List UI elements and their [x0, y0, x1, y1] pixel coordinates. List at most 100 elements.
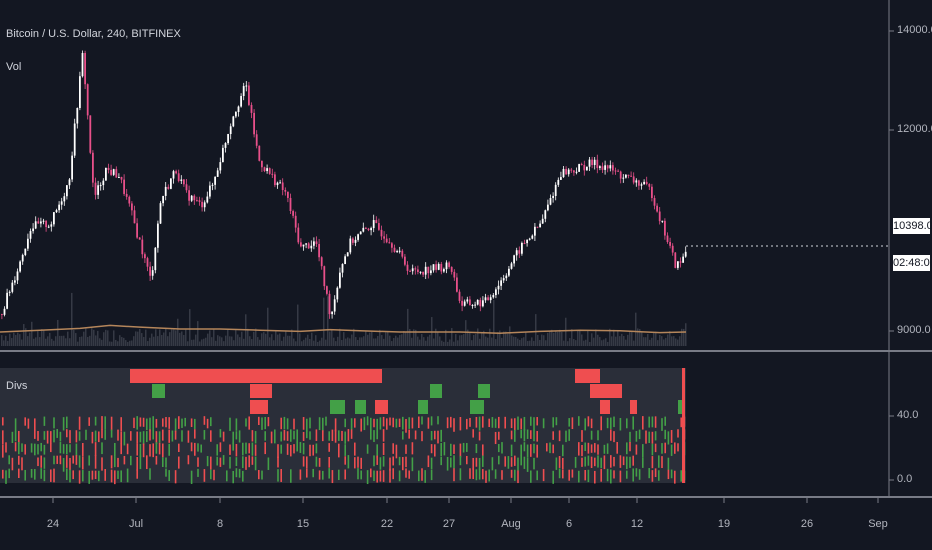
volume-bar — [45, 338, 47, 346]
volume-bar — [655, 331, 657, 346]
divergence-tick — [72, 470, 74, 480]
divergence-tick — [373, 455, 375, 467]
candle-body — [476, 299, 479, 305]
divergence-tick — [299, 469, 302, 480]
volume-bar — [135, 331, 137, 346]
divergence-tick — [178, 443, 180, 452]
candle-body — [365, 227, 367, 229]
volume-bar — [249, 336, 251, 346]
candle-body — [463, 301, 466, 306]
divergence-tick — [645, 430, 647, 444]
divergence-tick — [482, 416, 484, 428]
divergence-tick — [453, 444, 455, 454]
volume-bar — [93, 329, 95, 346]
divergence-tick — [315, 443, 318, 454]
divergence-tick — [446, 456, 449, 471]
divergence-tick — [386, 418, 388, 430]
divergence-tick — [667, 457, 670, 471]
candle-body — [604, 165, 606, 170]
volume-bar — [539, 339, 541, 346]
candle-body — [203, 202, 206, 208]
divergence-tick — [101, 429, 103, 439]
divergence-tick — [610, 455, 612, 468]
candle-body — [562, 168, 565, 178]
divergence-tick — [110, 455, 113, 469]
divergence-tick — [360, 457, 362, 469]
candle-body — [440, 263, 443, 272]
divergence-tick — [299, 442, 302, 453]
volume-bar — [341, 339, 343, 346]
candle-body — [341, 264, 344, 273]
volume-bar — [57, 319, 59, 346]
volume-bar — [625, 339, 627, 346]
divergence-tick — [290, 429, 292, 442]
divergence-tick — [622, 456, 625, 466]
volume-bar — [167, 336, 169, 346]
candle-body — [534, 226, 536, 236]
divergence-tick — [56, 429, 58, 438]
volume-bar — [493, 299, 495, 346]
candle-body — [331, 311, 333, 315]
volume-bar — [247, 328, 249, 346]
divergence-tick — [306, 418, 308, 432]
divergence-tick — [667, 469, 670, 480]
divergence-tick — [651, 431, 654, 444]
volume-bar — [593, 337, 595, 346]
divergence-tick — [91, 431, 94, 444]
volume-bar — [611, 336, 613, 346]
divergence-tick — [347, 429, 350, 442]
volume-bar — [31, 321, 33, 346]
divergence-tick — [331, 429, 334, 442]
divergence-tick — [354, 442, 356, 456]
candle-body — [138, 237, 141, 240]
candle-body — [391, 243, 393, 248]
divergence-tick — [376, 455, 378, 465]
volume-bar — [517, 338, 519, 346]
divergence-tick — [280, 469, 282, 482]
volume-bar — [35, 337, 37, 346]
divergence-tick — [514, 418, 516, 431]
divergence-tick — [533, 417, 535, 430]
divergence-tick — [418, 470, 420, 482]
divergence-tick — [142, 431, 145, 445]
volume-bar — [505, 331, 507, 346]
candle-body — [107, 167, 110, 170]
divergence-tick — [322, 417, 324, 432]
candle-body — [567, 169, 570, 175]
divergence-tick — [514, 469, 516, 481]
volume-bar — [53, 340, 55, 346]
divergence-tick — [510, 444, 513, 457]
volume-bar — [59, 335, 61, 346]
divergence-tick — [277, 444, 279, 459]
candle-body — [640, 184, 643, 186]
volume-label[interactable]: Vol — [6, 61, 22, 73]
candle-body — [284, 190, 287, 192]
indicator-name[interactable]: Divs — [6, 380, 28, 392]
divergence-tick — [34, 418, 36, 431]
divergence-tick — [466, 455, 468, 465]
divergence-tick — [139, 443, 142, 458]
divergence-tick — [2, 430, 4, 445]
candle-body — [495, 289, 497, 296]
candle-body — [300, 242, 302, 247]
divergence-tick — [11, 457, 14, 471]
divergence-tick — [267, 457, 270, 470]
divergence-tick — [597, 430, 599, 441]
divergence-tick — [235, 468, 238, 478]
divergence-tick — [158, 442, 161, 455]
volume-bar — [347, 337, 349, 346]
volume-bar — [585, 339, 587, 346]
divergence-tick — [677, 443, 679, 452]
symbol-title[interactable]: Bitcoin / U.S. Dollar, 240, BITFINEX — [6, 28, 181, 40]
divergence-tick — [562, 457, 564, 470]
candle-body — [664, 220, 666, 236]
divergence-tick — [354, 418, 356, 428]
divergence-tick — [392, 456, 394, 466]
divergence-tick — [184, 417, 186, 427]
candle-body — [71, 155, 73, 180]
divergence-tick — [59, 431, 62, 442]
divergence-tick — [203, 430, 206, 440]
volume-bar — [37, 331, 39, 346]
